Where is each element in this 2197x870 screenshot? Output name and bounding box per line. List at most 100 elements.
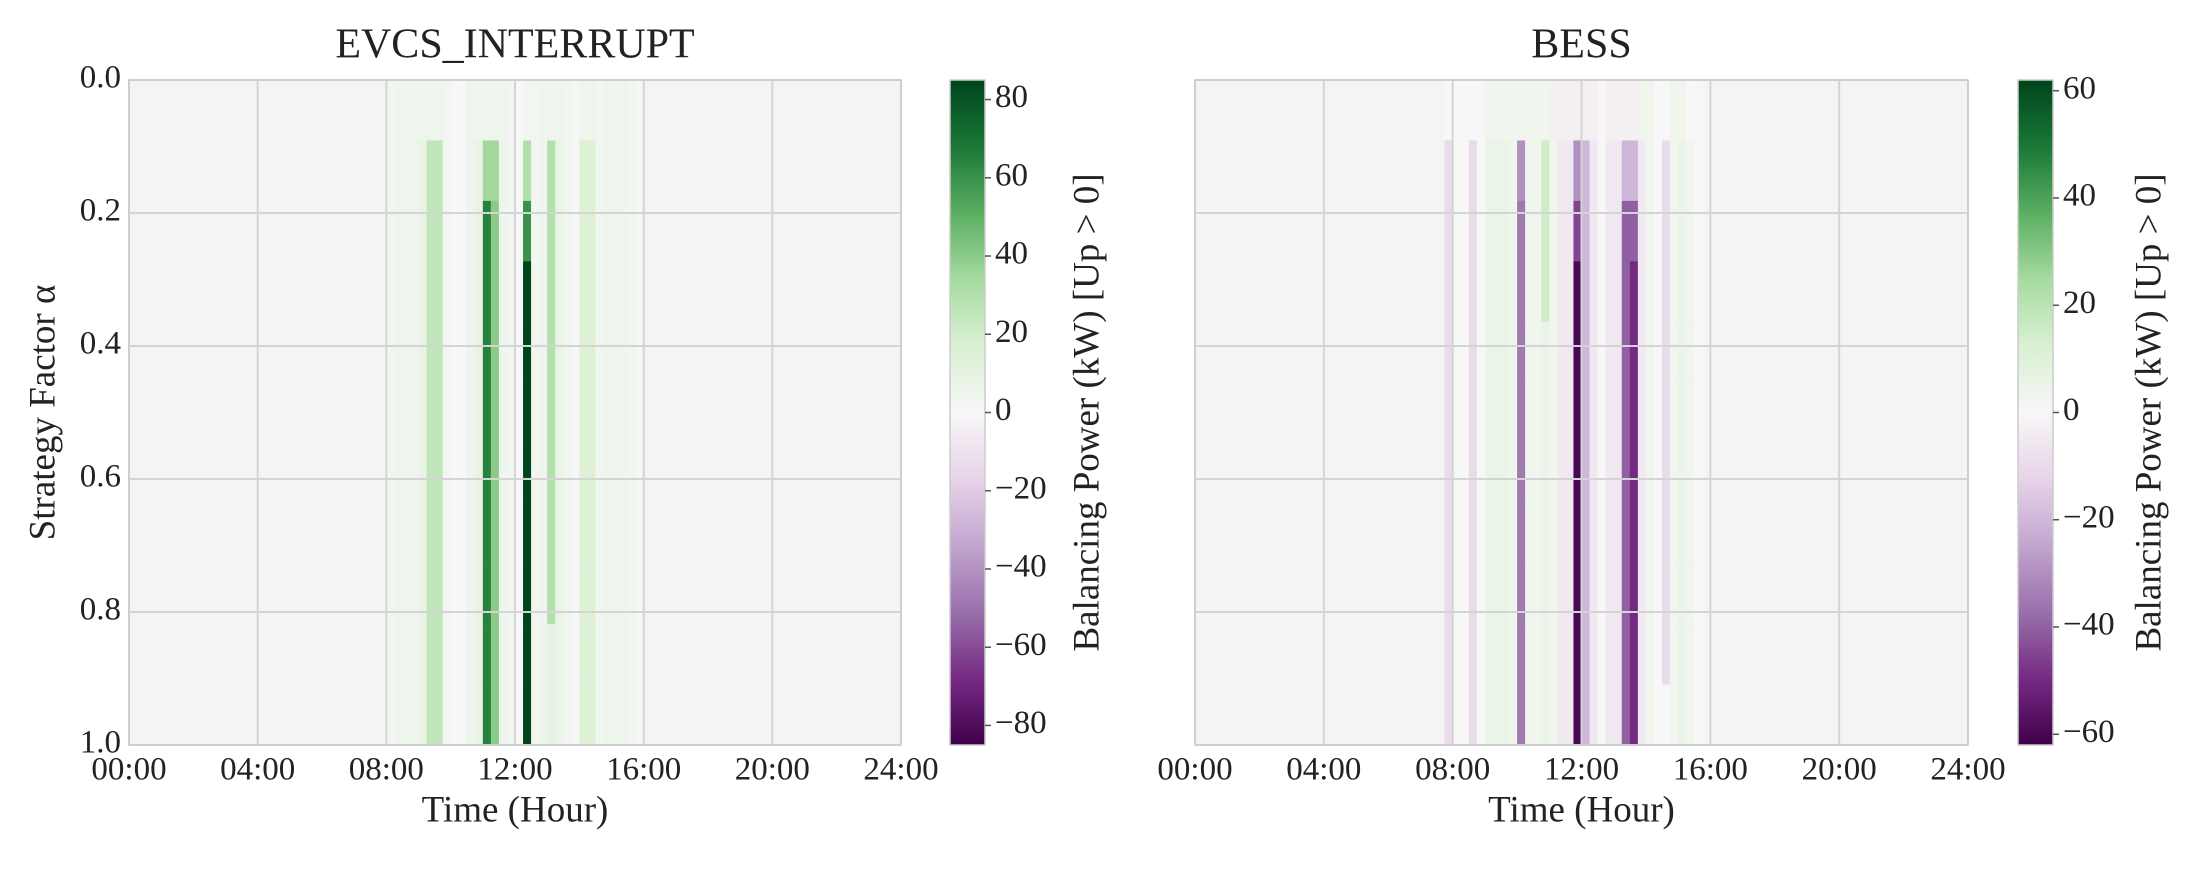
heatmap-cell: [563, 442, 572, 504]
heatmap-cell: [466, 382, 476, 444]
heatmap-cell: [1686, 442, 1695, 504]
heatmap-cell: [418, 200, 427, 262]
heatmap-cell: [603, 200, 612, 262]
heatmap-cell: [1637, 624, 1647, 685]
heatmap-cell: [474, 200, 484, 262]
heatmap-cell: [482, 321, 492, 383]
heatmap-cell: [627, 382, 636, 444]
heatmap-cell: [1694, 261, 1703, 323]
heatmap-cell: [386, 684, 395, 746]
heatmap-cell: [1509, 503, 1518, 564]
heatmap-cell: [1573, 442, 1582, 504]
heatmap-cell: [563, 80, 572, 141]
heatmap-cell: [1541, 382, 1550, 444]
heatmap-cell: [1605, 624, 1615, 685]
heatmap-cell: [1492, 80, 1502, 141]
heatmap-cell: [434, 563, 443, 625]
heatmap-cell: [1653, 442, 1663, 504]
heatmap-cell: [1678, 563, 1687, 625]
heatmap-cell: [515, 261, 524, 323]
heatmap-cell: [1468, 503, 1478, 564]
heatmap-cell: [1694, 80, 1703, 141]
heatmap-cell: [1629, 200, 1639, 262]
heatmap-cell: [418, 80, 427, 141]
heatmap-cell: [450, 321, 460, 383]
heatmap-cell: [1525, 140, 1534, 202]
heatmap-cell: [1525, 503, 1534, 564]
heatmap-cell: [547, 200, 556, 262]
heatmap-cell: [1597, 80, 1606, 141]
x-axis-label: Time (Hour): [422, 789, 609, 830]
colorbar-tick-label: 0: [995, 392, 1012, 428]
colorbar-label: Balancing Power (kW) [Up > 0]: [2128, 173, 2169, 651]
x-tick-label: 12:00: [477, 752, 552, 788]
heatmap-cell: [611, 624, 620, 685]
heatmap-cell: [474, 321, 484, 383]
heatmap-cell: [587, 684, 596, 746]
heatmap-cell: [386, 382, 395, 444]
heatmap-cell: [531, 80, 540, 141]
heatmap-cell: [498, 503, 508, 564]
heatmap-cell: [410, 563, 419, 625]
heatmap-cell: [450, 261, 460, 323]
heatmap-cell: [563, 563, 572, 625]
heatmap-cell: [474, 563, 484, 625]
heatmap-cell: [394, 442, 403, 504]
heatmap-cell: [466, 442, 476, 504]
heatmap-cell: [627, 200, 636, 262]
heatmap-cell: [394, 140, 403, 202]
heatmap-cell: [1686, 503, 1695, 564]
heatmap-cell: [506, 321, 516, 383]
heatmap-cell: [458, 624, 468, 685]
heatmap-cell: [1500, 140, 1510, 202]
heatmap-cell: [1581, 442, 1590, 504]
heatmap-cell: [539, 321, 548, 383]
heatmap-cell: [595, 200, 604, 262]
heatmap-cell: [1637, 261, 1647, 323]
x-tick-label: 12:00: [1544, 752, 1619, 788]
heatmap-cell: [434, 684, 443, 746]
heatmap-cell: [595, 80, 604, 141]
heatmap-cell: [1670, 442, 1679, 504]
heatmap-cell: [1509, 382, 1518, 444]
heatmap-cell: [531, 140, 540, 202]
heatmap-cell: [1460, 261, 1470, 323]
heatmap-cell: [450, 80, 460, 141]
heatmap-cell: [1581, 382, 1590, 444]
heatmap-cell: [490, 624, 500, 685]
heatmap-cell: [1686, 140, 1695, 202]
heatmap-cell: [1613, 442, 1623, 504]
heatmap-cell: [450, 442, 460, 504]
heatmap-cell: [1541, 200, 1550, 262]
heatmap-cell: [450, 503, 460, 564]
heatmap-cell: [1597, 382, 1606, 444]
heatmap-cell: [482, 140, 492, 202]
heatmap-cell: [1452, 261, 1462, 323]
heatmap-cell: [418, 563, 427, 625]
heatmap-cell: [1637, 684, 1647, 746]
heatmap-cell: [1460, 321, 1470, 383]
heatmap-cell: [402, 382, 411, 444]
heatmap-cell: [1653, 563, 1663, 625]
heatmap-cell: [442, 200, 451, 262]
heatmap-cell: [1492, 624, 1502, 685]
heatmap-cell: [1533, 503, 1542, 564]
heatmap-cell: [523, 200, 532, 262]
heatmap-cell: [394, 684, 403, 746]
heatmap-cell: [539, 200, 548, 262]
heatmap-cell: [1629, 140, 1639, 202]
heatmap-cell: [1581, 200, 1590, 262]
heatmap-cell: [595, 321, 604, 383]
heatmap-cell: [587, 140, 596, 202]
heatmap-cell: [1557, 503, 1566, 564]
heatmap-cell: [1533, 442, 1542, 504]
heatmap-cell: [418, 442, 427, 504]
heatmap-cell: [547, 684, 556, 746]
heatmap-cell: [1613, 261, 1623, 323]
heatmap-cell: [555, 80, 564, 141]
heatmap-cell: [571, 503, 580, 564]
heatmap-cell: [555, 503, 564, 564]
heatmap-cell: [1549, 684, 1558, 746]
heatmap-cell: [587, 442, 596, 504]
heatmap-cell: [1452, 382, 1462, 444]
